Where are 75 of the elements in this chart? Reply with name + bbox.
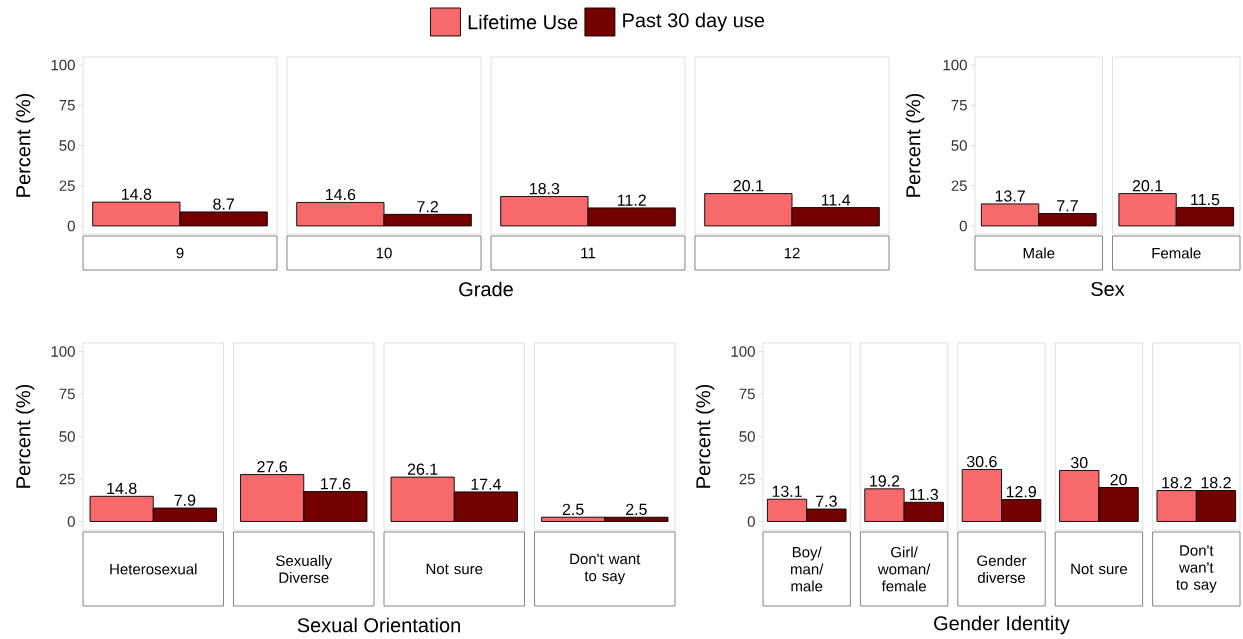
data-label: 11.2 [617,194,646,206]
data-label: 18.3 [530,182,560,195]
data-label: 18.2 [1162,477,1192,489]
data-label: 11.3 [910,488,939,501]
legend-label: Lifetime Use [468,14,578,30]
y-tick-label: 50 [951,140,967,151]
y-tick-label: 100 [51,346,75,357]
data-label: 19.2 [870,475,900,487]
legend-label: Past 30 day use [623,12,765,32]
data-label: 27.6 [257,461,288,473]
data-label: 17.6 [321,478,351,490]
y-tick-label: 0 [959,220,967,232]
x-tick-label: Don't wan't to say [1176,545,1217,593]
data-label: 7.7 [1057,200,1078,212]
data-label: 7.3 [816,495,837,507]
x-tick-label: Don't want to say [570,553,641,585]
y-tick-label: 0 [67,516,75,527]
data-label: 11.4 [821,194,851,206]
x-tick-label: Gender diverse [977,554,1027,583]
data-label: 14.8 [107,482,137,495]
y-tick-label: 75 [59,388,75,400]
y-tick-label: 25 [951,180,967,192]
y-tick-label: 50 [59,140,75,151]
data-label: 14.8 [122,188,152,200]
x-tick-label: 10 [376,247,392,259]
y-axis-title: Percent (%) [15,93,35,197]
y-tick-label: 100 [51,59,75,71]
y-tick-label: 25 [59,180,75,192]
x-tick-label: Female [1152,247,1201,259]
data-label: 30.6 [966,455,997,468]
x-tick-label: Boy/ man/ male [791,546,824,592]
data-label: 11.5 [1191,194,1220,206]
y-axis-title: Percent (%) [905,93,925,197]
x-axis-title: Sex [1091,281,1125,297]
data-label: 2.5 [626,503,647,516]
data-label: 26.1 [407,463,438,475]
data-label: 13.1 [772,485,802,498]
data-label: 8.7 [213,198,234,210]
y-tick-label: 100 [943,59,967,71]
y-tick-label: 75 [59,100,75,111]
x-tick-label: 12 [784,247,800,259]
y-tick-label: 25 [59,473,75,485]
x-tick-label: Sexually Diverse [276,554,333,583]
data-label: 14.6 [326,188,356,201]
y-tick-label: 0 [747,516,755,527]
y-tick-label: 75 [951,100,967,111]
y-tick-label: 75 [739,388,755,400]
data-label: 7.9 [174,494,196,506]
data-label: 18.2 [1201,477,1231,489]
data-label: 13.7 [995,190,1025,202]
data-label: 12.9 [1006,486,1036,498]
x-axis-title: Gender Identity [934,615,1070,635]
x-tick-label: Male [1023,247,1055,259]
x-tick-label: Not sure [1071,563,1127,575]
data-label: 20.1 [1132,180,1163,192]
x-tick-label: Heterosexual [110,563,197,575]
data-label: 30 [1070,456,1088,469]
x-tick-label: 9 [176,247,184,259]
y-axis-title: Percent (%) [695,384,715,488]
x-tick-label: Girl/ woman/ female [877,546,931,592]
data-label: 2.5 [562,503,584,516]
y-tick-label: 25 [739,473,755,485]
y-tick-label: 0 [67,220,75,232]
x-tick-label: 11 [581,247,596,259]
x-axis-title: Sexual Orientation [297,617,460,633]
data-label: 20 [1110,473,1127,486]
y-axis-title: Percent (%) [15,384,35,488]
x-tick-label: Not sure [426,563,483,575]
data-label: 20.1 [733,180,764,192]
y-tick-label: 100 [731,346,755,357]
data-label: 7.2 [417,200,438,213]
y-tick-label: 50 [739,431,755,442]
x-axis-title: Grade [459,281,513,297]
data-label: 17.4 [471,478,501,490]
y-tick-label: 50 [59,431,75,442]
